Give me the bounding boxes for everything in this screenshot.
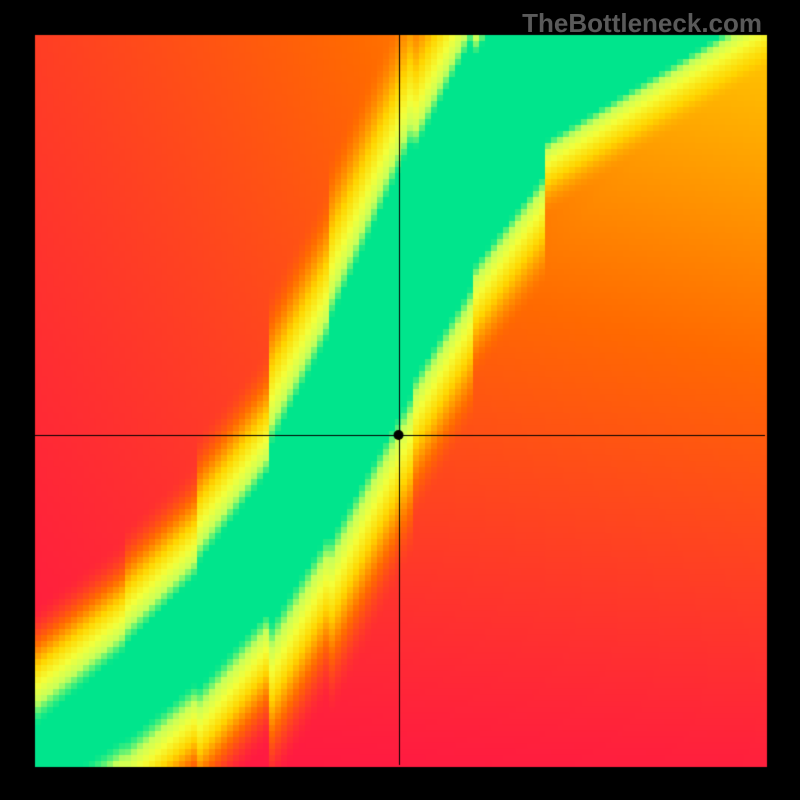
heatmap-canvas (0, 0, 800, 800)
watermark-text: TheBottleneck.com (522, 8, 762, 39)
